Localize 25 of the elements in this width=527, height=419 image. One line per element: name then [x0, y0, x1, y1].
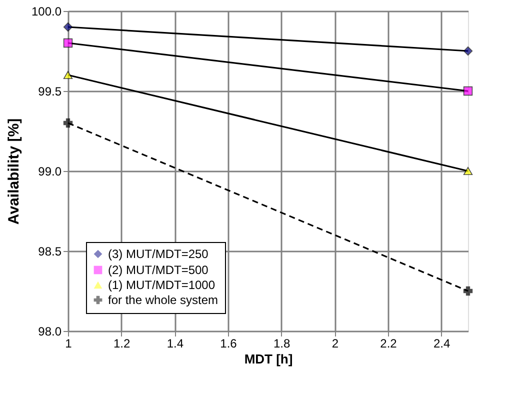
point — [63, 38, 73, 48]
y-tick-label: 100.0 — [31, 4, 62, 18]
x-axis-title: MDT [h] — [244, 352, 293, 366]
point — [463, 286, 473, 296]
x-tick-label: 1.6 — [220, 336, 238, 350]
point — [63, 118, 73, 128]
legend-label: (2) MUT/MDT=500 — [108, 263, 209, 277]
y-tick-label: 99.5 — [38, 84, 62, 98]
y-tick-label: 99.0 — [38, 164, 62, 178]
point — [63, 22, 73, 32]
x-tick-label: 2.2 — [380, 336, 398, 350]
x-tick-label: 1.2 — [113, 336, 130, 350]
legend-label: (3) MUT/MDT=250 — [108, 247, 209, 261]
x-tick-label: 1 — [65, 336, 72, 350]
y-tick-label: 98.5 — [38, 244, 62, 258]
x-tick-label: 2 — [332, 336, 339, 350]
legend-label: for the whole system — [108, 293, 218, 307]
point — [463, 86, 473, 96]
x-tick-label: 1.4 — [166, 336, 184, 350]
legend-label: (1) MUT/MDT=1000 — [108, 278, 216, 292]
point — [463, 46, 473, 56]
y-axis-title: Availability [%] — [5, 118, 22, 225]
y-tick-label: 98.0 — [38, 324, 62, 338]
x-tick-label: 2.4 — [433, 336, 450, 350]
x-tick-label: 1.8 — [273, 336, 290, 350]
